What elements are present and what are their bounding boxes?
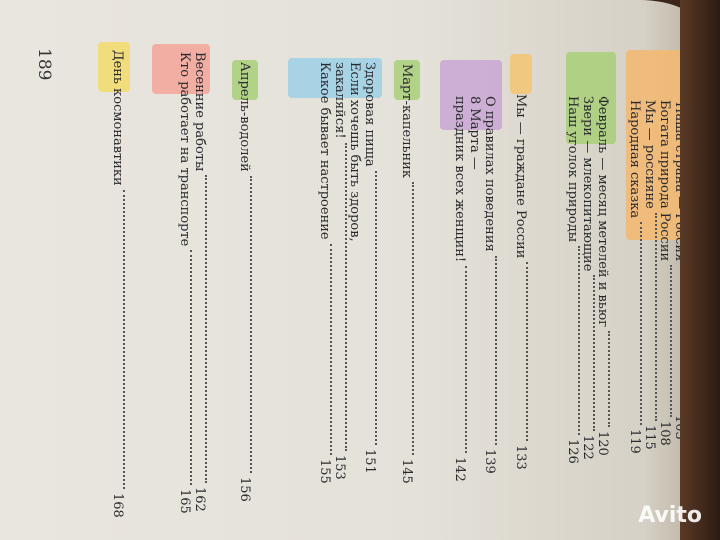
toc-entry: Если хочешь быть здоров,: [347, 62, 362, 242]
toc-entry: закаляйся! 153: [332, 62, 347, 480]
toc-entry: Мы — россияне 115: [642, 100, 657, 450]
toc-entry: Март-капельник 145: [399, 64, 414, 484]
toc-entry: праздник всех женщин! 142: [452, 96, 467, 482]
toc-entry: Какое бывает настроение 155: [317, 62, 332, 484]
toc-entry: Февраль — месяц метелей и вьюг 120: [595, 96, 610, 456]
toc-entry: Весенние работы 162: [192, 52, 207, 512]
watermark: Avito: [638, 503, 702, 528]
toc-entry: Наш уголок природы 126: [565, 96, 580, 464]
toc-entry: Мы — граждане России 133: [513, 94, 528, 470]
book-page: Наша страна — Россия103 Богата природа Р…: [0, 0, 700, 540]
highlight-purple: [440, 60, 502, 130]
toc-entry: О правилах поведения 139: [482, 96, 497, 474]
toc-entry: День космонавтики 168: [110, 50, 125, 518]
toc-entry: Народная сказка 119: [627, 100, 642, 454]
toc-entry: Апрель-водолей 156: [237, 62, 252, 502]
toc-entry: Здоровая пища 151: [362, 62, 377, 474]
toc-entry: 8 Марта —: [467, 96, 482, 170]
highlight-yellow: [98, 42, 130, 92]
highlight-pink: [152, 44, 210, 94]
highlight-green: [566, 52, 616, 144]
highlight-green-3: [232, 60, 258, 100]
highlight-green-2: [394, 60, 420, 100]
toc-entry: Кто работает на транспорте 165: [177, 52, 192, 514]
highlight-orange-2: [510, 54, 532, 94]
toc-entry: Богата природа России 108: [657, 100, 672, 446]
book-cover-edge: [680, 0, 720, 540]
highlight-blue: [288, 58, 382, 98]
page-number: 189: [34, 48, 54, 81]
toc-entry: Звери — млекопитающие 122: [580, 96, 595, 460]
